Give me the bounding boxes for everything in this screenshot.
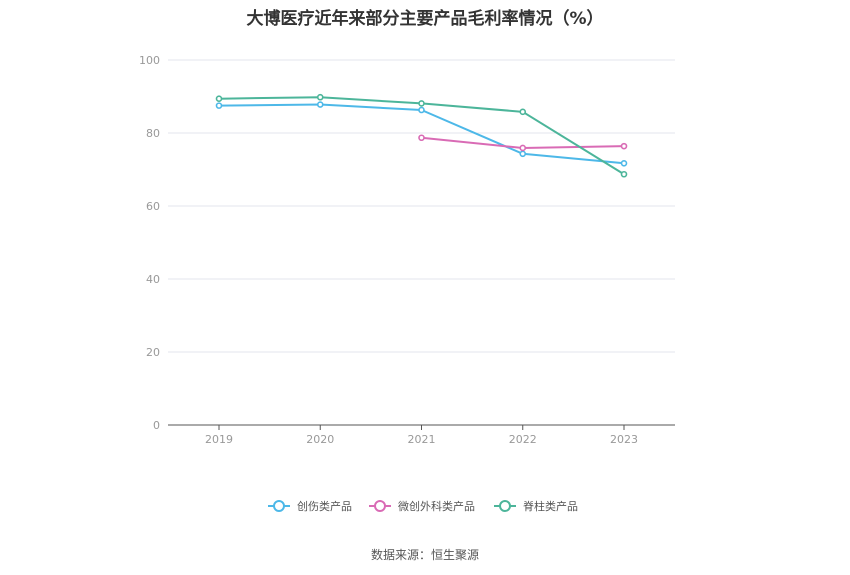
legend-marker-icon: [273, 500, 285, 512]
data-point: [418, 106, 425, 114]
series-line: [218, 103, 625, 165]
data-point: [418, 100, 425, 107]
legend-item[interactable]: 微创外科类产品: [369, 499, 475, 513]
legend-label: 微创外科类产品: [398, 499, 475, 513]
legend: 创伤类产品 微创外科类产品 脊柱类产品: [268, 499, 578, 513]
data-point: [316, 101, 324, 108]
data-point: [519, 144, 527, 152]
data-point: [620, 170, 628, 178]
x-tick-label: 2022: [509, 433, 537, 446]
legend-item[interactable]: 脊柱类产品: [494, 499, 578, 513]
legend-marker-icon: [499, 500, 511, 512]
data-point: [519, 108, 527, 116]
x-tick-label: 2021: [408, 433, 436, 446]
legend-item[interactable]: 创伤类产品: [268, 499, 352, 513]
chart-title: 大博医疗近年来部分主要产品毛利率情况（%）: [246, 9, 604, 29]
data-point: [620, 159, 628, 167]
x-tick-label: 2019: [205, 433, 233, 446]
series-lines: [215, 93, 628, 178]
data-point: [620, 142, 628, 150]
y-tick-label: 40: [146, 273, 160, 286]
data-point: [418, 134, 425, 142]
data-point: [215, 102, 223, 109]
data-point: [519, 150, 527, 158]
data-source-note: 数据来源：恒生聚源: [370, 548, 479, 562]
legend-label: 脊柱类产品: [523, 499, 578, 513]
legend-label: 创伤类产品: [297, 499, 352, 513]
y-tick-label: 100: [139, 54, 160, 67]
grid-lines: [168, 59, 675, 353]
y-tick-label: 80: [146, 127, 160, 140]
y-tick-label: 60: [146, 200, 160, 213]
x-tick-label: 2023: [610, 433, 638, 446]
y-tick-label: 0: [153, 419, 160, 432]
data-point: [316, 93, 324, 101]
legend-marker-icon: [374, 500, 386, 512]
data-point: [215, 95, 223, 102]
y-tick-label: 20: [146, 346, 160, 359]
axes: 0 20 40 60 80 100 2019 2020 2021 2022 2023: [139, 54, 675, 446]
x-tick-label: 2020: [306, 433, 334, 446]
